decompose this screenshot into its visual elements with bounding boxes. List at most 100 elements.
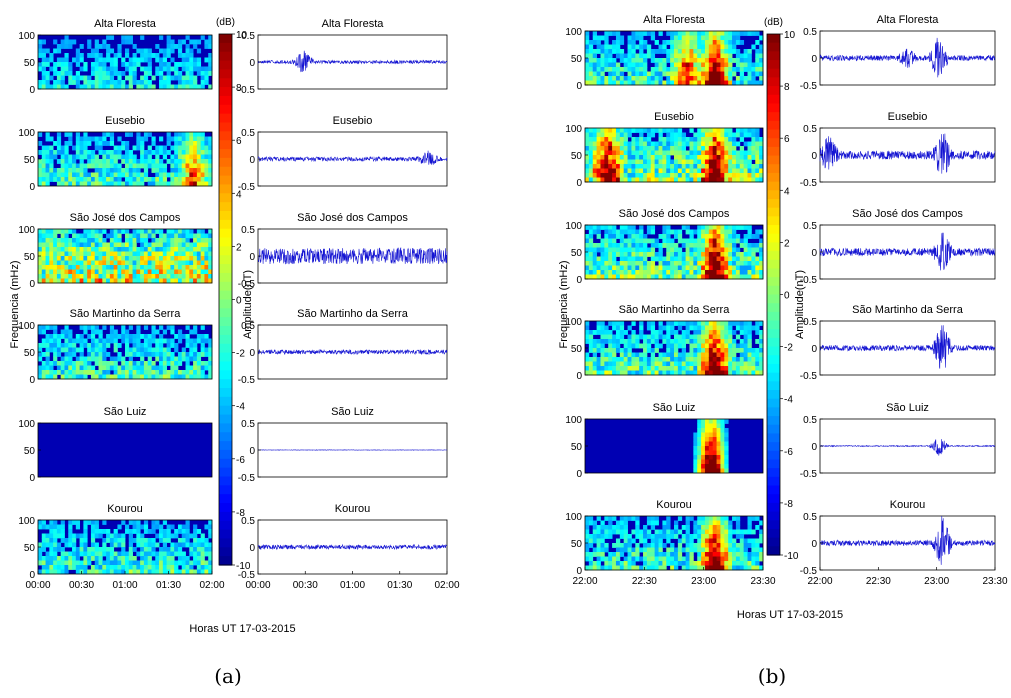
spectrogram-cell (662, 238, 667, 244)
spectrogram-cell (140, 256, 145, 261)
spectrogram-cell (170, 265, 175, 270)
spectrogram-cell (98, 556, 103, 561)
spectrogram-cell (608, 128, 613, 133)
colorbar-tick-label: -10 (236, 561, 251, 572)
spectrogram-cell (60, 343, 65, 348)
spectrogram-cell (732, 71, 737, 77)
spectrogram-cell (689, 128, 694, 133)
amp-tick-label: 0.5 (803, 415, 817, 426)
spectrogram-cell (704, 225, 710, 230)
spectrogram-cell (64, 251, 69, 257)
amplitude-axis-label: Amplitude(nT) (242, 270, 254, 339)
spectrogram-cell (592, 155, 598, 160)
spectrogram-cell (125, 551, 130, 557)
spectrogram-cell (53, 334, 58, 339)
spectrogram-cell (585, 261, 590, 266)
spectrogram-cell (208, 520, 213, 525)
spectrogram-cell (174, 356, 179, 362)
spectrogram-cell (728, 146, 733, 151)
spectrogram-cell (619, 238, 625, 244)
spectrogram-cell (143, 565, 149, 570)
spectrogram-cell (588, 270, 594, 275)
spectrogram-cell (681, 141, 687, 147)
spectrogram-cell (125, 347, 130, 353)
spectrogram-cell (646, 141, 652, 147)
spectrogram-cell (650, 76, 656, 81)
spectrogram-cell (94, 542, 99, 548)
spectrogram-cell (204, 260, 209, 266)
spectrogram-cell (627, 561, 632, 566)
spectrogram-cell (708, 455, 714, 460)
spectrogram-cell (128, 84, 133, 90)
spectrogram-cell (117, 84, 122, 90)
spectrogram-cell (117, 374, 122, 380)
spectrogram-cell (136, 57, 141, 63)
spectrogram-cell (193, 278, 198, 284)
spectrogram-cell (716, 137, 721, 142)
spectrogram-cell (685, 561, 690, 566)
spectrogram-cell (45, 172, 50, 178)
spectrogram-cell (751, 325, 756, 331)
spectrogram-cell (49, 365, 54, 371)
spectrogram-cell (708, 270, 714, 275)
spectrogram-cell (623, 252, 628, 257)
spectrogram-cell (712, 270, 717, 275)
spectrogram-cell (743, 31, 748, 36)
spectrogram-cell (94, 374, 99, 380)
spectrogram-cell (712, 150, 717, 156)
spectrogram-cell (732, 339, 737, 344)
spectrogram-cell (143, 251, 149, 257)
spectrogram-cell (615, 552, 621, 557)
spectrogram-cell (132, 172, 137, 178)
spectrogram-cell (181, 177, 186, 182)
spectrogram-cell (53, 172, 58, 178)
spectrogram-cell (585, 534, 590, 539)
spectrogram-cell (585, 35, 590, 41)
spectrogram-cell (181, 560, 186, 566)
spectrogram-cell (174, 163, 179, 169)
spectrogram-cell (739, 261, 745, 266)
spectrogram-cell (585, 150, 590, 156)
spectrogram-cell (87, 265, 92, 270)
spectrogram-cell (697, 62, 702, 68)
spectrogram-cell (697, 256, 702, 262)
colorbar-segment (219, 511, 232, 522)
spectrogram-cell (79, 542, 84, 548)
spectrogram-cell (174, 75, 179, 81)
spectrogram-cell (140, 556, 145, 561)
spectrogram-cell (196, 172, 202, 178)
spectrogram-cell (639, 334, 644, 340)
spectrogram-cell (689, 159, 694, 165)
spectrogram-cell (193, 172, 198, 178)
spectrogram-cell (662, 552, 667, 557)
spectrogram-cell (643, 552, 648, 557)
spectrogram-cell (56, 260, 62, 266)
spectrogram-cell (208, 71, 213, 76)
spectrogram-cell (724, 71, 729, 77)
spectrogram-cell (600, 366, 605, 371)
spectrogram-cell (623, 159, 628, 165)
spectrogram-cell (106, 247, 111, 252)
spectrogram-cell (200, 352, 205, 357)
spectrogram-cell (643, 370, 648, 376)
spectrogram-cell (38, 260, 43, 266)
spectrogram-cell (174, 242, 179, 248)
spectrogram-cell (631, 243, 636, 248)
spectrogram-cell (68, 542, 73, 548)
spectrogram-cell (720, 330, 725, 335)
spectrogram-cell (728, 366, 733, 371)
spectrogram-cell (193, 177, 198, 182)
spectrogram-cell (56, 181, 62, 187)
spectrogram-cell (623, 330, 628, 335)
spectrogram-cell (79, 145, 84, 151)
spectrogram-cell (208, 370, 213, 375)
spectrogram-cell (151, 260, 156, 266)
spectrogram-cell (592, 547, 598, 553)
spectrogram-cell (41, 159, 46, 164)
spectrogram-cell (83, 556, 88, 561)
spectrogram-cell (646, 132, 652, 138)
spectrogram-cell (728, 44, 733, 50)
spectrogram-cell (674, 173, 679, 178)
spectrogram-cell (654, 150, 659, 156)
spectrogram-cell (585, 352, 590, 358)
